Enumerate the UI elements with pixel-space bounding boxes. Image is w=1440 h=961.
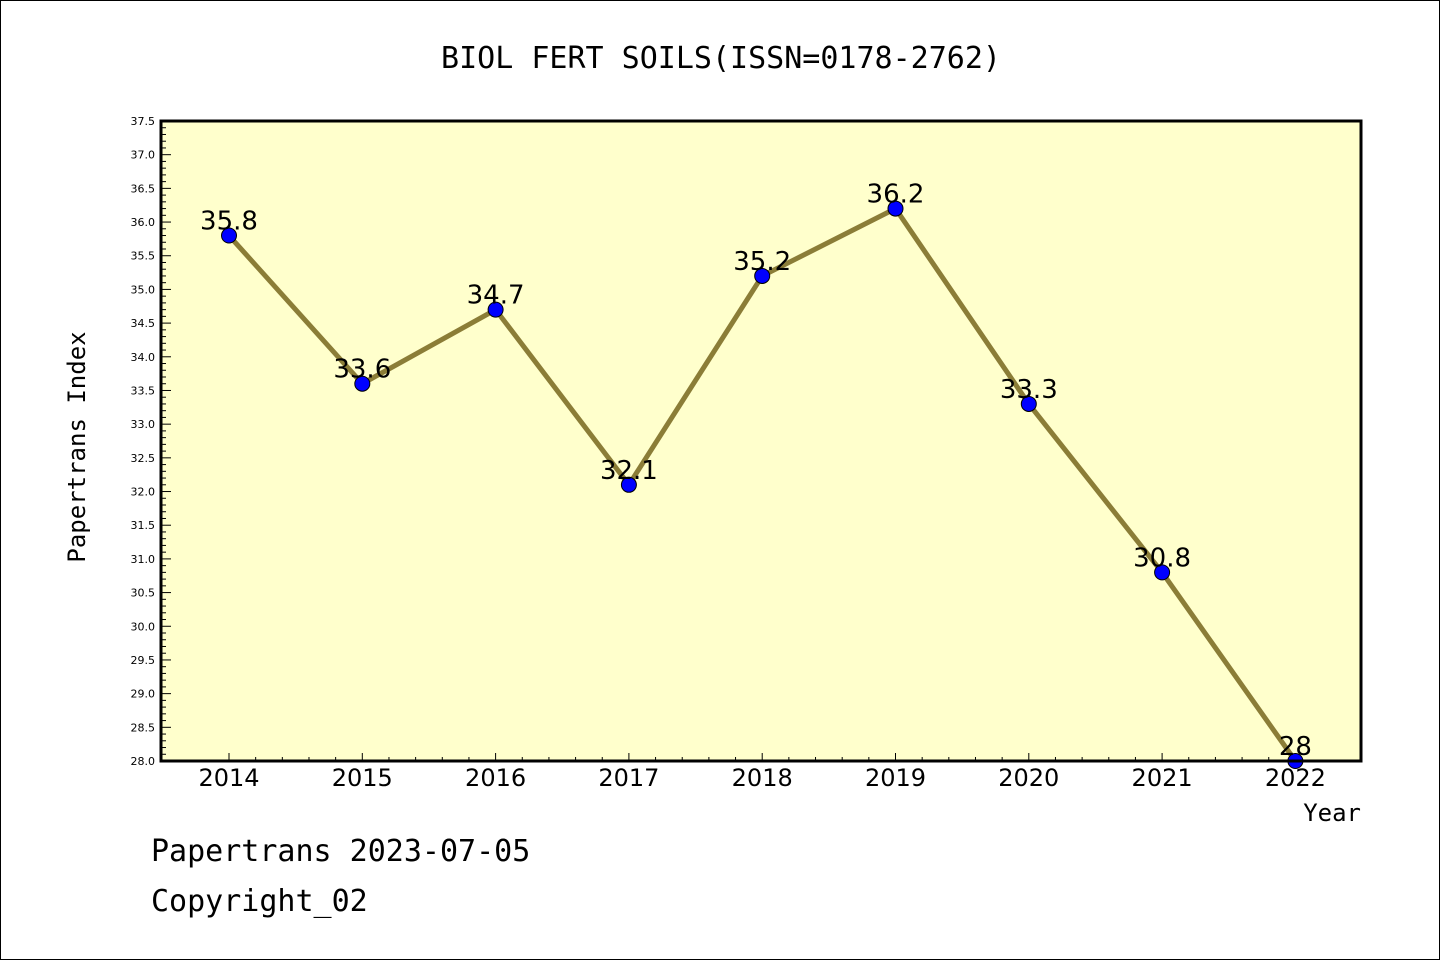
data-label: 33.6 [333,355,391,385]
data-point [620,476,637,493]
chart-title: BIOL FERT SOILS(ISSN=0178-2762) [441,41,1001,76]
data-label: 30.8 [1133,543,1191,573]
y-tick-label: 34.0 [131,351,156,364]
plot-background [161,121,1361,761]
y-tick-label: 37.5 [131,115,156,128]
y-tick-label: 28.0 [131,755,156,768]
data-label: 35.8 [200,207,258,237]
x-tick-label: 2021 [1132,764,1193,792]
y-tick-label: 29.0 [131,688,156,701]
data-point [1154,564,1171,581]
x-axis-label: Year [1303,799,1361,827]
data-label: 34.7 [467,281,525,311]
footer-copyright: Copyright_02 [151,884,368,919]
y-tick-label: 35.5 [131,250,156,263]
y-tick-label: 35.0 [131,283,156,296]
y-tick-label: 33.0 [131,418,156,431]
x-tick-label: 2016 [465,764,526,792]
data-point [1020,395,1037,412]
x-tick-label: 2018 [732,764,793,792]
y-tick-label: 31.0 [131,553,156,566]
y-tick-label: 32.5 [131,452,156,465]
y-tick-label: 33.5 [131,384,156,397]
y-tick-label: 28.5 [131,721,156,734]
plot-area: 28.0 28.5 29.0 29.5 30.0 30.5 31.0 31.5 32.0 32.5… [131,115,1363,792]
data-point [887,200,904,217]
data-label: 32.1 [600,456,658,486]
data-point [354,375,371,392]
plot-border [159,119,1363,763]
y-tick-label: 31.5 [131,519,156,532]
x-tick-label: 2017 [598,764,659,792]
x-tick-label: 2015 [332,764,393,792]
x-tick-label: 2014 [198,764,259,792]
y-tick-label: 30.5 [131,587,156,600]
y-tick-label: 37.0 [131,149,156,162]
y-axis-label: Papertrans Index [63,331,91,562]
data-label: 35.2 [733,247,791,277]
x-tick-label: 2020 [998,764,1059,792]
footer-date: Papertrans 2023-07-05 [151,834,531,869]
y-tick-label: 36.0 [131,216,156,229]
data-point [221,227,237,244]
data-label: 28 [1279,732,1312,762]
y-tick-label: 36.5 [131,182,156,195]
x-tick-label: 2019 [865,764,926,792]
y-tick-label: 32.0 [131,486,156,499]
data-label: 36.2 [867,180,925,210]
data-point [487,301,504,318]
y-tick-label: 30.0 [131,620,156,633]
data-label: 33.3 [1000,375,1058,405]
data-point [754,267,771,284]
y-tick-label: 29.5 [131,654,156,667]
y-tick-label: 34.5 [131,317,156,330]
